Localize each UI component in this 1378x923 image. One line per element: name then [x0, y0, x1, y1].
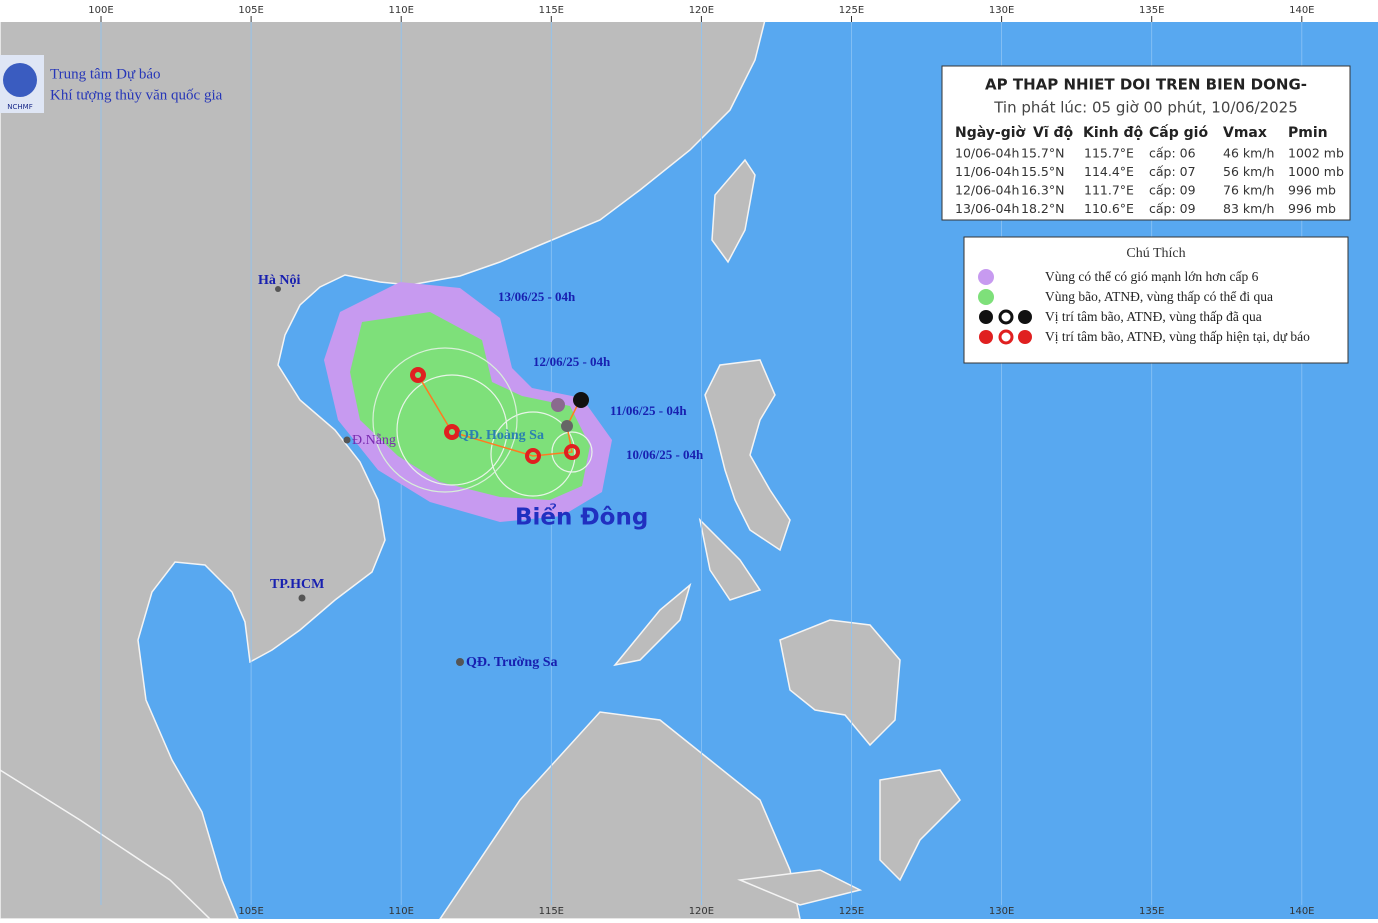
storm-icons	[410, 367, 589, 464]
legend-item: Vùng có thể có gió mạnh lớn hơn cấp 6	[1045, 269, 1259, 284]
bottom-label: 115E	[539, 906, 564, 917]
column-header: Vmax	[1223, 125, 1267, 141]
bulletin-subtitle: Tin phát lúc: 05 giờ 00 phút, 10/06/2025	[993, 99, 1298, 117]
bulletin-title: AP THAP NHIET DOI TREN BIEN DONG-	[985, 76, 1307, 94]
top-label: 120E	[689, 5, 714, 16]
bottom-label: 130E	[989, 906, 1014, 917]
table-cell: 15.5°N	[1021, 164, 1064, 179]
legend-item: Vị trí tâm bão, ATNĐ, vùng thấp hiện tại…	[1045, 329, 1310, 344]
top-label: 110E	[388, 5, 413, 16]
table-cell: 83 km/h	[1223, 201, 1274, 216]
table-cell: 1002 mb	[1288, 146, 1344, 161]
agency-name: Trung tâm Dự báo	[50, 66, 161, 82]
track-label: 13/06/25 - 04h	[498, 289, 576, 304]
agency-name: Khí tượng thủy văn quốc gia	[50, 87, 223, 103]
top-label: 135E	[1139, 5, 1164, 16]
legend-title: Chú Thích	[1126, 246, 1185, 261]
table-cell: 10/06-04h	[955, 146, 1019, 161]
table-cell: cấp: 09	[1149, 183, 1196, 198]
uncertainty-circles	[372, 347, 593, 497]
top-strip	[0, 0, 1378, 22]
column-header: Ngày-giờ	[955, 125, 1026, 141]
table-cell: 11/06-04h	[955, 164, 1019, 179]
top-label: 105E	[238, 5, 263, 16]
table-cell: 1000 mb	[1288, 164, 1344, 179]
agency-logo: NCHMF	[0, 55, 44, 113]
table-cell: cấp: 06	[1149, 146, 1196, 161]
column-header: Vĩ độ	[1033, 125, 1074, 141]
table-cell: 16.3°N	[1021, 183, 1064, 198]
table-cell: 115.7°E	[1084, 146, 1134, 161]
bottom-labels: 105E 110E 115E 120E 125E 130E 135E 140E	[238, 906, 1314, 917]
top-label: 140E	[1289, 5, 1314, 16]
top-label: 115E	[539, 5, 564, 16]
top-label: 100E	[88, 5, 113, 16]
top-labels: 100E 105E 110E 115E 120E 125E 130E 135E 140E	[88, 5, 1315, 22]
bottom-label: 110E	[388, 906, 413, 917]
top-label: 130E	[989, 5, 1014, 16]
place-label: QĐ. Hoàng Sa	[458, 428, 544, 443]
place-dots	[275, 286, 464, 666]
table-cell: 111.7°E	[1084, 183, 1134, 198]
bottom-label: 120E	[689, 906, 714, 917]
bottom-label: 140E	[1289, 906, 1314, 917]
logo-text: NCHMF	[7, 103, 32, 111]
table-cell: 110.6°E	[1084, 201, 1134, 216]
table-cell: 76 km/h	[1223, 183, 1274, 198]
table-cell: 114.4°E	[1084, 164, 1134, 179]
table-cell: cấp: 09	[1149, 201, 1196, 216]
top-label: 125E	[839, 5, 864, 16]
column-header: Pmin	[1288, 125, 1328, 141]
place-label: Đ.Nẵng	[352, 433, 396, 448]
track-label: 11/06/25 - 04h	[610, 403, 687, 418]
column-header: Cấp gió	[1149, 124, 1208, 141]
bottom-label: 135E	[1139, 906, 1164, 917]
table-cell: 18.2°N	[1021, 201, 1064, 216]
legend-item: Vùng bão, ATNĐ, vùng thấp có thể đi qua	[1045, 289, 1273, 304]
table-cell: cấp: 07	[1149, 164, 1196, 179]
table-cell: 56 km/h	[1223, 164, 1274, 179]
legend-item: Vị trí tâm bão, ATNĐ, vùng thấp đã qua	[1045, 309, 1262, 324]
bottom-label: 125E	[839, 906, 864, 917]
place-label: QĐ. Trường Sa	[466, 655, 558, 670]
place-label: TP.HCM	[270, 577, 324, 592]
sea-label: Biển Đông	[515, 503, 648, 531]
column-header: Kinh độ	[1083, 125, 1143, 141]
track-label: 10/06/25 - 04h	[626, 447, 704, 462]
track-label: 12/06/25 - 04h	[533, 354, 611, 369]
table-cell: 12/06-04h	[955, 183, 1019, 198]
table-cell: 46 km/h	[1223, 146, 1274, 161]
table-cell: 13/06-04h	[955, 201, 1019, 216]
bulletin: AP THAP NHIET DOI TREN BIEN DONG- Tin ph…	[941, 65, 1351, 221]
table-cell: 996 mb	[1288, 183, 1336, 198]
table-cell: 15.7°N	[1021, 146, 1064, 161]
place-label: Hà Nội	[258, 273, 301, 288]
bottom-label: 105E	[238, 906, 263, 917]
legend: Chú Thích Vùng có thể có gió mạnh lớn hơ…	[963, 236, 1349, 364]
table-cell: 996 mb	[1288, 201, 1336, 216]
